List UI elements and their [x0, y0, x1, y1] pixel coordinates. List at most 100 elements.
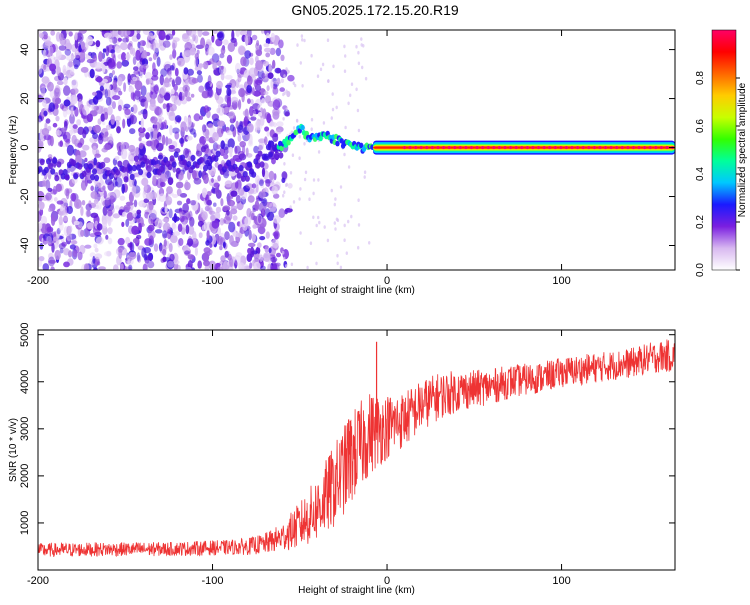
noise-blob: [187, 254, 195, 260]
noise-blob: [275, 262, 281, 267]
noise-blob: [247, 195, 255, 203]
ridge-blob: [263, 153, 269, 160]
noise-blob: [82, 144, 90, 151]
noise-blob: [166, 103, 170, 113]
noise-blob: [49, 63, 57, 72]
noise-blob: [166, 186, 173, 195]
noise-blob: [255, 60, 263, 71]
noise-blob: [49, 135, 54, 147]
noise-blob: [230, 96, 239, 103]
noise-blob: [68, 31, 73, 37]
noise-blob: [345, 251, 348, 255]
noise-blob: [283, 91, 286, 95]
noise-blob: [48, 102, 55, 112]
noise-blob: [41, 76, 50, 84]
noise-blob: [142, 63, 149, 69]
ridge-blob: [92, 168, 97, 175]
noise-blob: [227, 138, 235, 149]
noise-blob: [153, 243, 159, 252]
noise-blob: [38, 115, 43, 123]
noise-blob: [149, 209, 157, 220]
y-axis-label: Frequency (Hz): [8, 116, 19, 185]
noise-blob: [94, 253, 103, 260]
noise-blob: [230, 200, 234, 208]
noise-blob: [86, 36, 94, 46]
noise-blob: [105, 96, 112, 106]
ridge-blob: [279, 145, 284, 152]
noise-blob: [220, 65, 224, 70]
ridge-blob: [39, 158, 45, 166]
ridge-blob: [236, 172, 242, 179]
noise-blob: [160, 173, 168, 183]
noise-blob: [165, 34, 171, 41]
noise-blob: [234, 145, 238, 155]
noise-blob: [287, 183, 293, 189]
noise-blob: [150, 82, 156, 92]
noise-blob: [186, 135, 193, 141]
noise-blob: [171, 216, 180, 222]
noise-blob: [154, 218, 163, 228]
noise-blob: [333, 221, 336, 225]
noise-blob: [245, 36, 249, 46]
noise-blob: [98, 266, 106, 270]
noise-blob: [130, 90, 135, 101]
colorbar-tick-label: 0.6: [695, 119, 706, 133]
noise-blob: [322, 121, 326, 125]
noise-blob: [169, 234, 178, 244]
noise-blob: [266, 85, 270, 92]
snr-panel: -200 -100 0 100 1000 2000 3000 4000 5000 Height o…: [8, 322, 676, 596]
noise-blob: [253, 252, 260, 262]
noise-blob: [212, 132, 220, 142]
noise-blob: [184, 49, 193, 57]
noise-blob: [190, 93, 195, 98]
noise-blob: [103, 144, 112, 151]
noise-blob: [38, 139, 44, 150]
noise-blob: [246, 123, 254, 133]
noise-blob: [183, 147, 190, 159]
ridge-peak: [542, 145, 546, 150]
noise-blob: [93, 198, 99, 205]
noise-blob: [245, 147, 249, 157]
ridge-blob: [43, 166, 49, 174]
noise-blob: [275, 129, 282, 135]
noise-blob: [201, 187, 208, 198]
noise-blob: [117, 37, 123, 42]
ridge-blob: [121, 166, 127, 173]
noise-blob: [163, 82, 172, 88]
ridge-peak: [659, 145, 664, 150]
noise-blob: [235, 62, 241, 74]
noise-blob: [357, 61, 361, 66]
noise-blob: [162, 256, 167, 263]
noise-blob: [179, 193, 188, 198]
noise-blob: [102, 219, 107, 229]
noise-blob: [224, 231, 230, 241]
noise-blob: [363, 175, 366, 179]
noise-blob: [244, 116, 251, 121]
noise-blob: [42, 99, 47, 107]
noise-blob: [317, 150, 321, 154]
noise-blob: [185, 224, 190, 235]
noise-blob: [251, 183, 257, 189]
noise-blob: [125, 266, 129, 270]
noise-blob: [355, 87, 358, 92]
noise-blob: [166, 73, 172, 79]
noise-blob: [164, 206, 168, 214]
noise-blob: [81, 200, 86, 206]
ridge-blob: [215, 150, 221, 157]
noise-blob: [117, 104, 122, 112]
noise-blob: [336, 253, 339, 258]
noise-blob: [140, 109, 148, 115]
noise-blob: [125, 236, 131, 245]
noise-blob: [151, 41, 156, 51]
noise-blob: [260, 30, 265, 34]
noise-blob: [265, 208, 271, 218]
ridge-blob: [38, 166, 43, 173]
noise-blob: [139, 40, 147, 47]
noise-blob: [55, 183, 62, 192]
noise-blob: [141, 177, 149, 187]
noise-blob: [172, 37, 180, 42]
noise-blob: [150, 116, 158, 124]
noise-blob: [147, 32, 154, 41]
ridge-peak: [643, 145, 647, 150]
